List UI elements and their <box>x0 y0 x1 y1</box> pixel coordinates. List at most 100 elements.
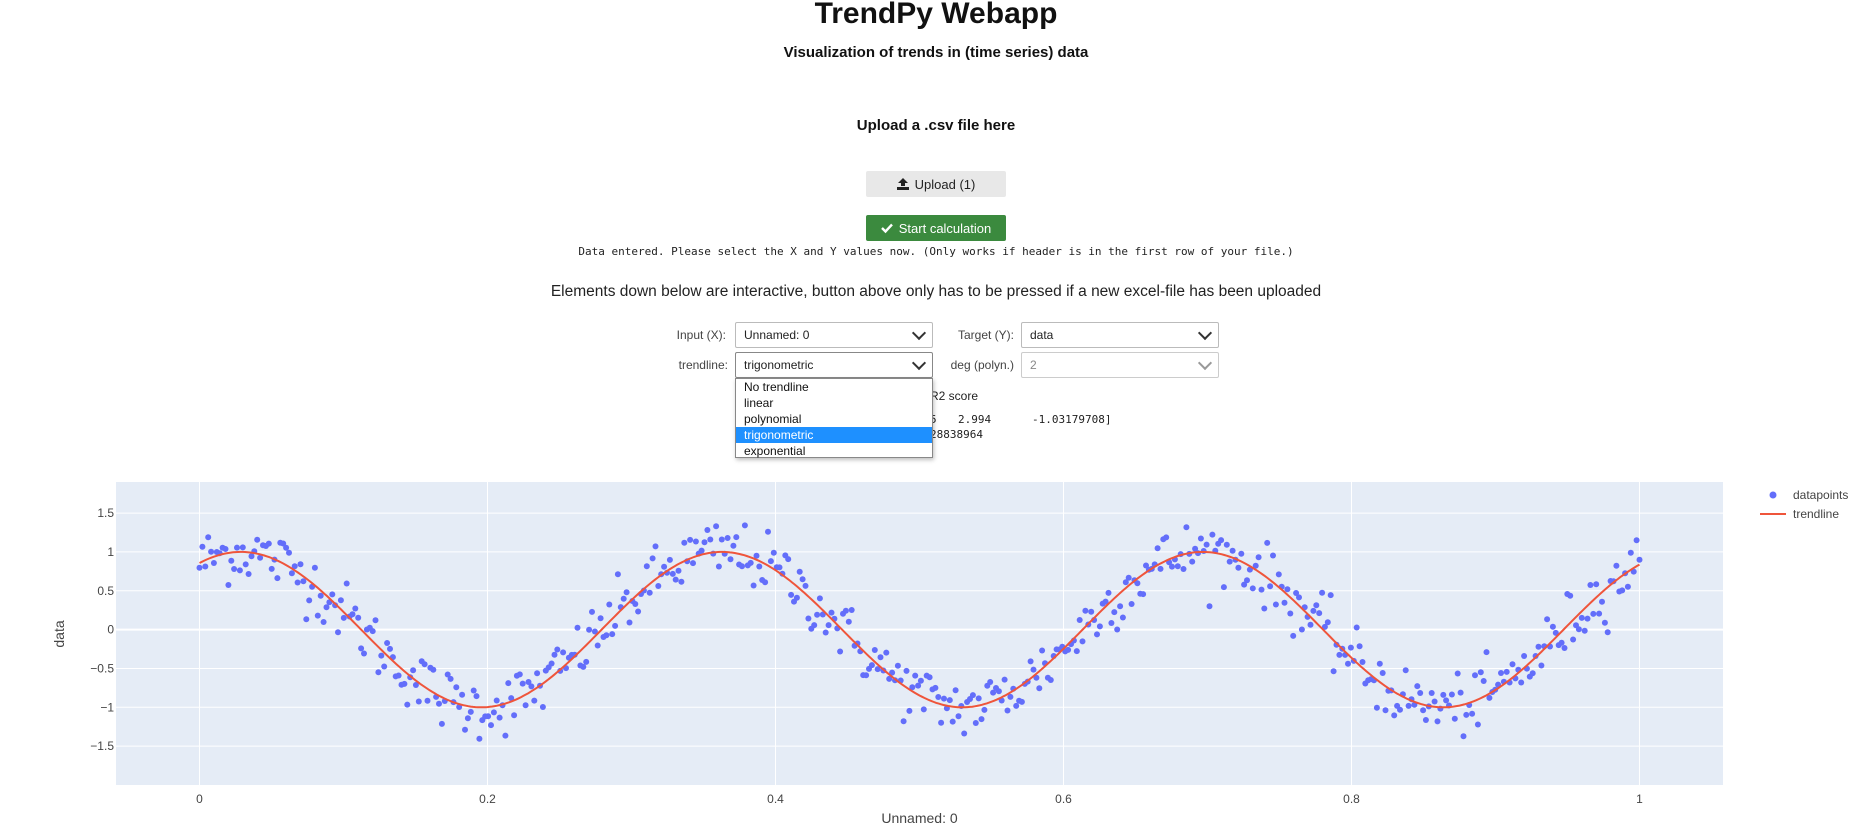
chevron-down-icon <box>911 355 927 371</box>
data-point <box>1477 669 1484 676</box>
dropdown-option[interactable]: linear <box>744 396 774 410</box>
data-point <box>1163 534 1170 541</box>
data-point <box>280 540 287 547</box>
data-point <box>1275 571 1282 578</box>
trendline-label: trendline: <box>678 358 728 372</box>
data-point <box>210 560 217 566</box>
data-point <box>692 538 699 545</box>
data-point <box>1096 623 1103 630</box>
data-point <box>1509 661 1516 668</box>
y-axis: 1.5 1 0.5 0 −0.5 −1 −1.5 <box>90 506 114 753</box>
data-point <box>519 680 526 687</box>
data-point <box>837 648 844 655</box>
upload-button[interactable]: Upload (1) <box>866 171 1006 197</box>
data-point <box>424 697 431 704</box>
data-point <box>496 714 503 721</box>
y-tick-label: 0 <box>107 623 114 637</box>
data-point <box>430 666 437 673</box>
data-point <box>242 561 249 568</box>
dropdown-option[interactable]: exponential <box>744 444 806 458</box>
data-point <box>1596 610 1603 617</box>
data-point <box>681 539 688 546</box>
x-tick-label: 0.4 <box>767 792 784 806</box>
data-point <box>490 709 497 716</box>
data-point <box>955 713 962 720</box>
input-x-select[interactable]: Unnamed: 0 <box>735 322 933 348</box>
data-point <box>1345 660 1351 667</box>
data-point <box>1125 574 1132 581</box>
data-point <box>274 575 281 582</box>
data-point <box>381 663 388 670</box>
data-point <box>1593 581 1600 588</box>
data-point <box>343 580 350 587</box>
data-point <box>1134 580 1141 587</box>
trendline-dropdown-list[interactable]: No trendline linear polynomial trigonome… <box>735 378 933 458</box>
data-point <box>1169 563 1175 570</box>
data-point <box>283 544 290 551</box>
data-point <box>661 563 668 570</box>
data-point <box>715 563 722 570</box>
data-point <box>1001 676 1008 683</box>
data-point <box>415 698 422 705</box>
data-point <box>848 607 855 613</box>
trendline-select[interactable]: trigonometric <box>735 352 933 378</box>
data-point <box>1033 674 1040 681</box>
data-point <box>900 718 907 725</box>
dropdown-option[interactable]: polynomial <box>744 412 802 426</box>
data-point <box>589 608 595 615</box>
start-calculation-label: Start calculation <box>898 220 992 236</box>
data-point <box>1272 601 1279 608</box>
data-point <box>1561 645 1568 651</box>
data-point <box>340 614 347 621</box>
data-point <box>1558 639 1565 646</box>
data-point <box>632 601 639 607</box>
data-point <box>1440 691 1447 698</box>
data-point <box>1027 658 1034 665</box>
upload-icon <box>896 178 909 190</box>
data-point <box>828 609 835 616</box>
data-point <box>462 726 468 733</box>
data-point <box>1356 643 1363 650</box>
dropdown-option-selected[interactable]: trigonometric <box>736 427 932 443</box>
data-point <box>1483 649 1490 656</box>
dropdown-option[interactable]: No trendline <box>744 380 809 394</box>
data-point <box>286 549 292 556</box>
data-point <box>464 715 471 722</box>
legend-trendline-label[interactable]: trendline <box>1793 507 1839 521</box>
data-point <box>926 674 933 681</box>
data-point <box>508 695 515 702</box>
data-point <box>384 640 391 646</box>
input-x-label: Input (X): <box>676 328 726 342</box>
data-point <box>199 543 206 550</box>
data-point <box>952 687 959 694</box>
data-point <box>502 732 509 739</box>
data-point <box>788 591 795 598</box>
data-point <box>765 528 771 535</box>
data-point <box>254 536 261 543</box>
data-point <box>372 617 379 624</box>
target-y-select[interactable]: data <box>1021 322 1219 348</box>
grid <box>116 482 1723 785</box>
data-point <box>698 547 705 554</box>
chart[interactable]: 0 0.2 0.4 0.6 0.8 1 1.5 1 0.5 0 −0.5 −1 −1.5 Unname… <box>0 468 1872 837</box>
data-point <box>909 684 916 691</box>
input-x-value: Unnamed: 0 <box>744 328 810 342</box>
legend[interactable]: datapoints trendline <box>1760 488 1848 521</box>
legend-datapoints-label[interactable]: datapoints <box>1793 488 1848 502</box>
target-y-label: Target (Y): <box>957 328 1014 342</box>
data-point <box>739 563 745 570</box>
data-point <box>1244 577 1250 584</box>
data-point <box>225 582 232 588</box>
status-message: Data entered. Please select the X and Y … <box>578 245 1294 258</box>
deg-select[interactable]: 2 <box>1021 352 1219 378</box>
data-point <box>531 697 538 704</box>
data-point <box>1480 678 1487 684</box>
data-point <box>1105 589 1112 596</box>
data-point <box>580 663 587 670</box>
start-calculation-button[interactable]: Start calculation <box>866 215 1006 241</box>
data-point <box>245 571 252 577</box>
y-tick-label: 0.5 <box>97 584 114 598</box>
data-point <box>1627 549 1634 556</box>
y-tick-label: −1.5 <box>90 739 114 753</box>
data-point <box>1521 653 1528 659</box>
